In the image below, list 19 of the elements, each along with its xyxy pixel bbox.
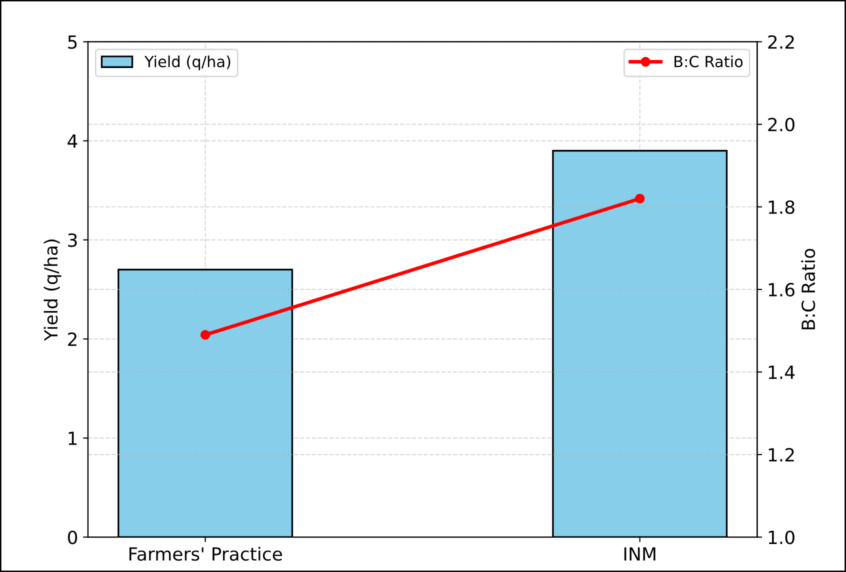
y-tick-label: 1 xyxy=(68,432,77,445)
y-tick-label: 4 xyxy=(68,134,78,148)
y-tick-label: 3 xyxy=(68,233,77,248)
y-tick-label: 0 xyxy=(68,530,78,544)
y2-tick-label: 2.0 xyxy=(768,118,794,132)
y2-tick-label: 1.2 xyxy=(768,448,794,462)
x-tick-label: INM xyxy=(624,547,656,561)
y-axis-title: Yield (q/ha) xyxy=(44,240,62,341)
y-tick-label: 2 xyxy=(68,332,76,346)
y2-tick-label: 1.6 xyxy=(768,282,794,297)
y2-tick-label: 1.8 xyxy=(768,200,794,214)
x-tick-label: Farmers' Practice xyxy=(129,546,282,561)
y-tick-label: 5 xyxy=(68,35,77,49)
y2-axis-title: B:C Ratio xyxy=(801,248,816,330)
legend-label: Yield (q/ha) xyxy=(144,56,230,70)
y2-tick-label: 1.4 xyxy=(768,366,795,379)
legend-label: B:C Ratio xyxy=(674,56,743,68)
y2-tick-label: 1.0 xyxy=(768,530,794,544)
y2-tick-label: 2.2 xyxy=(768,35,794,49)
